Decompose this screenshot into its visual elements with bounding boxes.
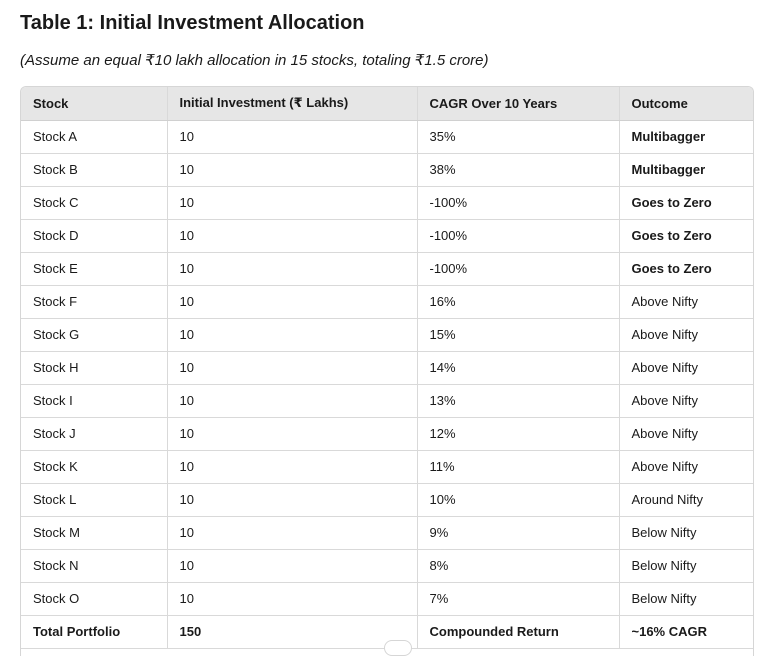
table-row: Stock F 10 16% Above Nifty (21, 285, 753, 319)
cell-total-label: Total Portfolio (21, 615, 168, 649)
cell-initial-investment: 10 (167, 186, 418, 220)
cell-total-investment: 150 (167, 615, 418, 649)
cell-initial-investment: 10 (167, 318, 418, 352)
cell-outcome: Below Nifty (619, 516, 753, 550)
cell-stock: Stock E (21, 252, 168, 286)
cell-outcome: Above Nifty (619, 285, 753, 319)
cell-cagr: 16% (417, 285, 620, 319)
cell-cagr: 7% (417, 582, 620, 616)
cell-cagr: 11% (417, 450, 620, 484)
cell-initial-investment: 10 (167, 285, 418, 319)
cell-stock: Stock B (21, 153, 168, 187)
table-row: Stock B 10 38% Multibagger (21, 153, 753, 187)
cell-cagr: -100% (417, 252, 620, 286)
cell-stock: Stock I (21, 384, 168, 418)
cell-outcome: Multibagger (619, 120, 753, 154)
table-row: Stock L 10 10% Around Nifty (21, 483, 753, 517)
cell-outcome: Goes to Zero (619, 186, 753, 220)
table-row: Stock E 10 -100% Goes to Zero (21, 252, 753, 286)
table-subtitle: (Assume an equal ₹10 lakh allocation in … (20, 52, 489, 69)
cell-initial-investment: 10 (167, 549, 418, 583)
cell-stock: Stock K (21, 450, 168, 484)
table-row: Stock H 10 14% Above Nifty (21, 351, 753, 385)
table-row: Stock N 10 8% Below Nifty (21, 549, 753, 583)
cell-cagr: 10% (417, 483, 620, 517)
cell-cagr: 14% (417, 351, 620, 385)
cell-outcome: Goes to Zero (619, 252, 753, 286)
cell-initial-investment: 10 (167, 417, 418, 451)
column-header-outcome: Outcome (619, 87, 753, 121)
cell-outcome: Above Nifty (619, 450, 753, 484)
cell-cagr: 38% (417, 153, 620, 187)
cell-stock: Stock F (21, 285, 168, 319)
cell-stock: Stock N (21, 549, 168, 583)
cell-outcome: Above Nifty (619, 351, 753, 385)
cell-initial-investment: 10 (167, 153, 418, 187)
table-row: Stock A 10 35% Multibagger (21, 120, 753, 154)
cell-cagr: -100% (417, 186, 620, 220)
cell-cagr: -100% (417, 219, 620, 253)
cell-initial-investment: 10 (167, 120, 418, 154)
column-header-stock: Stock (21, 87, 168, 121)
cell-cagr: 9% (417, 516, 620, 550)
column-header-cagr: CAGR Over 10 Years (417, 87, 620, 121)
cell-stock: Stock H (21, 351, 168, 385)
cell-stock: Stock C (21, 186, 168, 220)
cell-stock: Stock J (21, 417, 168, 451)
cell-cagr: 8% (417, 549, 620, 583)
table-row: Stock J 10 12% Above Nifty (21, 417, 753, 451)
cell-stock: Stock M (21, 516, 168, 550)
table-row: Stock C 10 -100% Goes to Zero (21, 186, 753, 220)
cell-stock: Stock O (21, 582, 168, 616)
cell-outcome: Above Nifty (619, 417, 753, 451)
cell-total-cagr: Compounded Return (417, 615, 620, 649)
cell-initial-investment: 10 (167, 450, 418, 484)
cell-initial-investment: 10 (167, 516, 418, 550)
cell-initial-investment: 10 (167, 483, 418, 517)
table-row: Stock D 10 -100% Goes to Zero (21, 219, 753, 253)
cell-stock: Stock L (21, 483, 168, 517)
cell-initial-investment: 10 (167, 351, 418, 385)
table-row: Stock M 10 9% Below Nifty (21, 516, 753, 550)
cell-initial-investment: 10 (167, 252, 418, 286)
table-row: Stock G 10 15% Above Nifty (21, 318, 753, 352)
cell-cagr: 12% (417, 417, 620, 451)
cell-initial-investment: 10 (167, 219, 418, 253)
table-row: Stock O 10 7% Below Nifty (21, 582, 753, 616)
cell-initial-investment: 10 (167, 384, 418, 418)
cell-stock: Stock G (21, 318, 168, 352)
scroll-down-button[interactable] (384, 640, 412, 656)
cell-outcome: Goes to Zero (619, 219, 753, 253)
cell-outcome: Below Nifty (619, 582, 753, 616)
cell-outcome: Multibagger (619, 153, 753, 187)
cell-outcome: Below Nifty (619, 549, 753, 583)
cell-total-outcome: ~16% CAGR (619, 615, 753, 649)
cell-initial-investment: 10 (167, 582, 418, 616)
cell-outcome: Around Nifty (619, 483, 753, 517)
cell-cagr: 13% (417, 384, 620, 418)
cell-outcome: Above Nifty (619, 384, 753, 418)
cell-cagr: 35% (417, 120, 620, 154)
allocation-table: Stock Initial Investment (₹ Lakhs) CAGR … (21, 87, 753, 649)
cell-cagr: 15% (417, 318, 620, 352)
table-row: Stock I 10 13% Above Nifty (21, 384, 753, 418)
header-row: Stock Initial Investment (₹ Lakhs) CAGR … (21, 87, 753, 121)
table-row: Stock K 10 11% Above Nifty (21, 450, 753, 484)
table-title: Table 1: Initial Investment Allocation (20, 12, 365, 34)
cell-stock: Stock A (21, 120, 168, 154)
table-body: Stock A 10 35% Multibagger Stock B 10 38% Multi… (21, 120, 753, 649)
allocation-table-container: Stock Initial Investment (₹ Lakhs) CAGR … (20, 86, 754, 656)
cell-outcome: Above Nifty (619, 318, 753, 352)
column-header-initial-investment: Initial Investment (₹ Lakhs) (167, 87, 418, 121)
cell-stock: Stock D (21, 219, 168, 253)
